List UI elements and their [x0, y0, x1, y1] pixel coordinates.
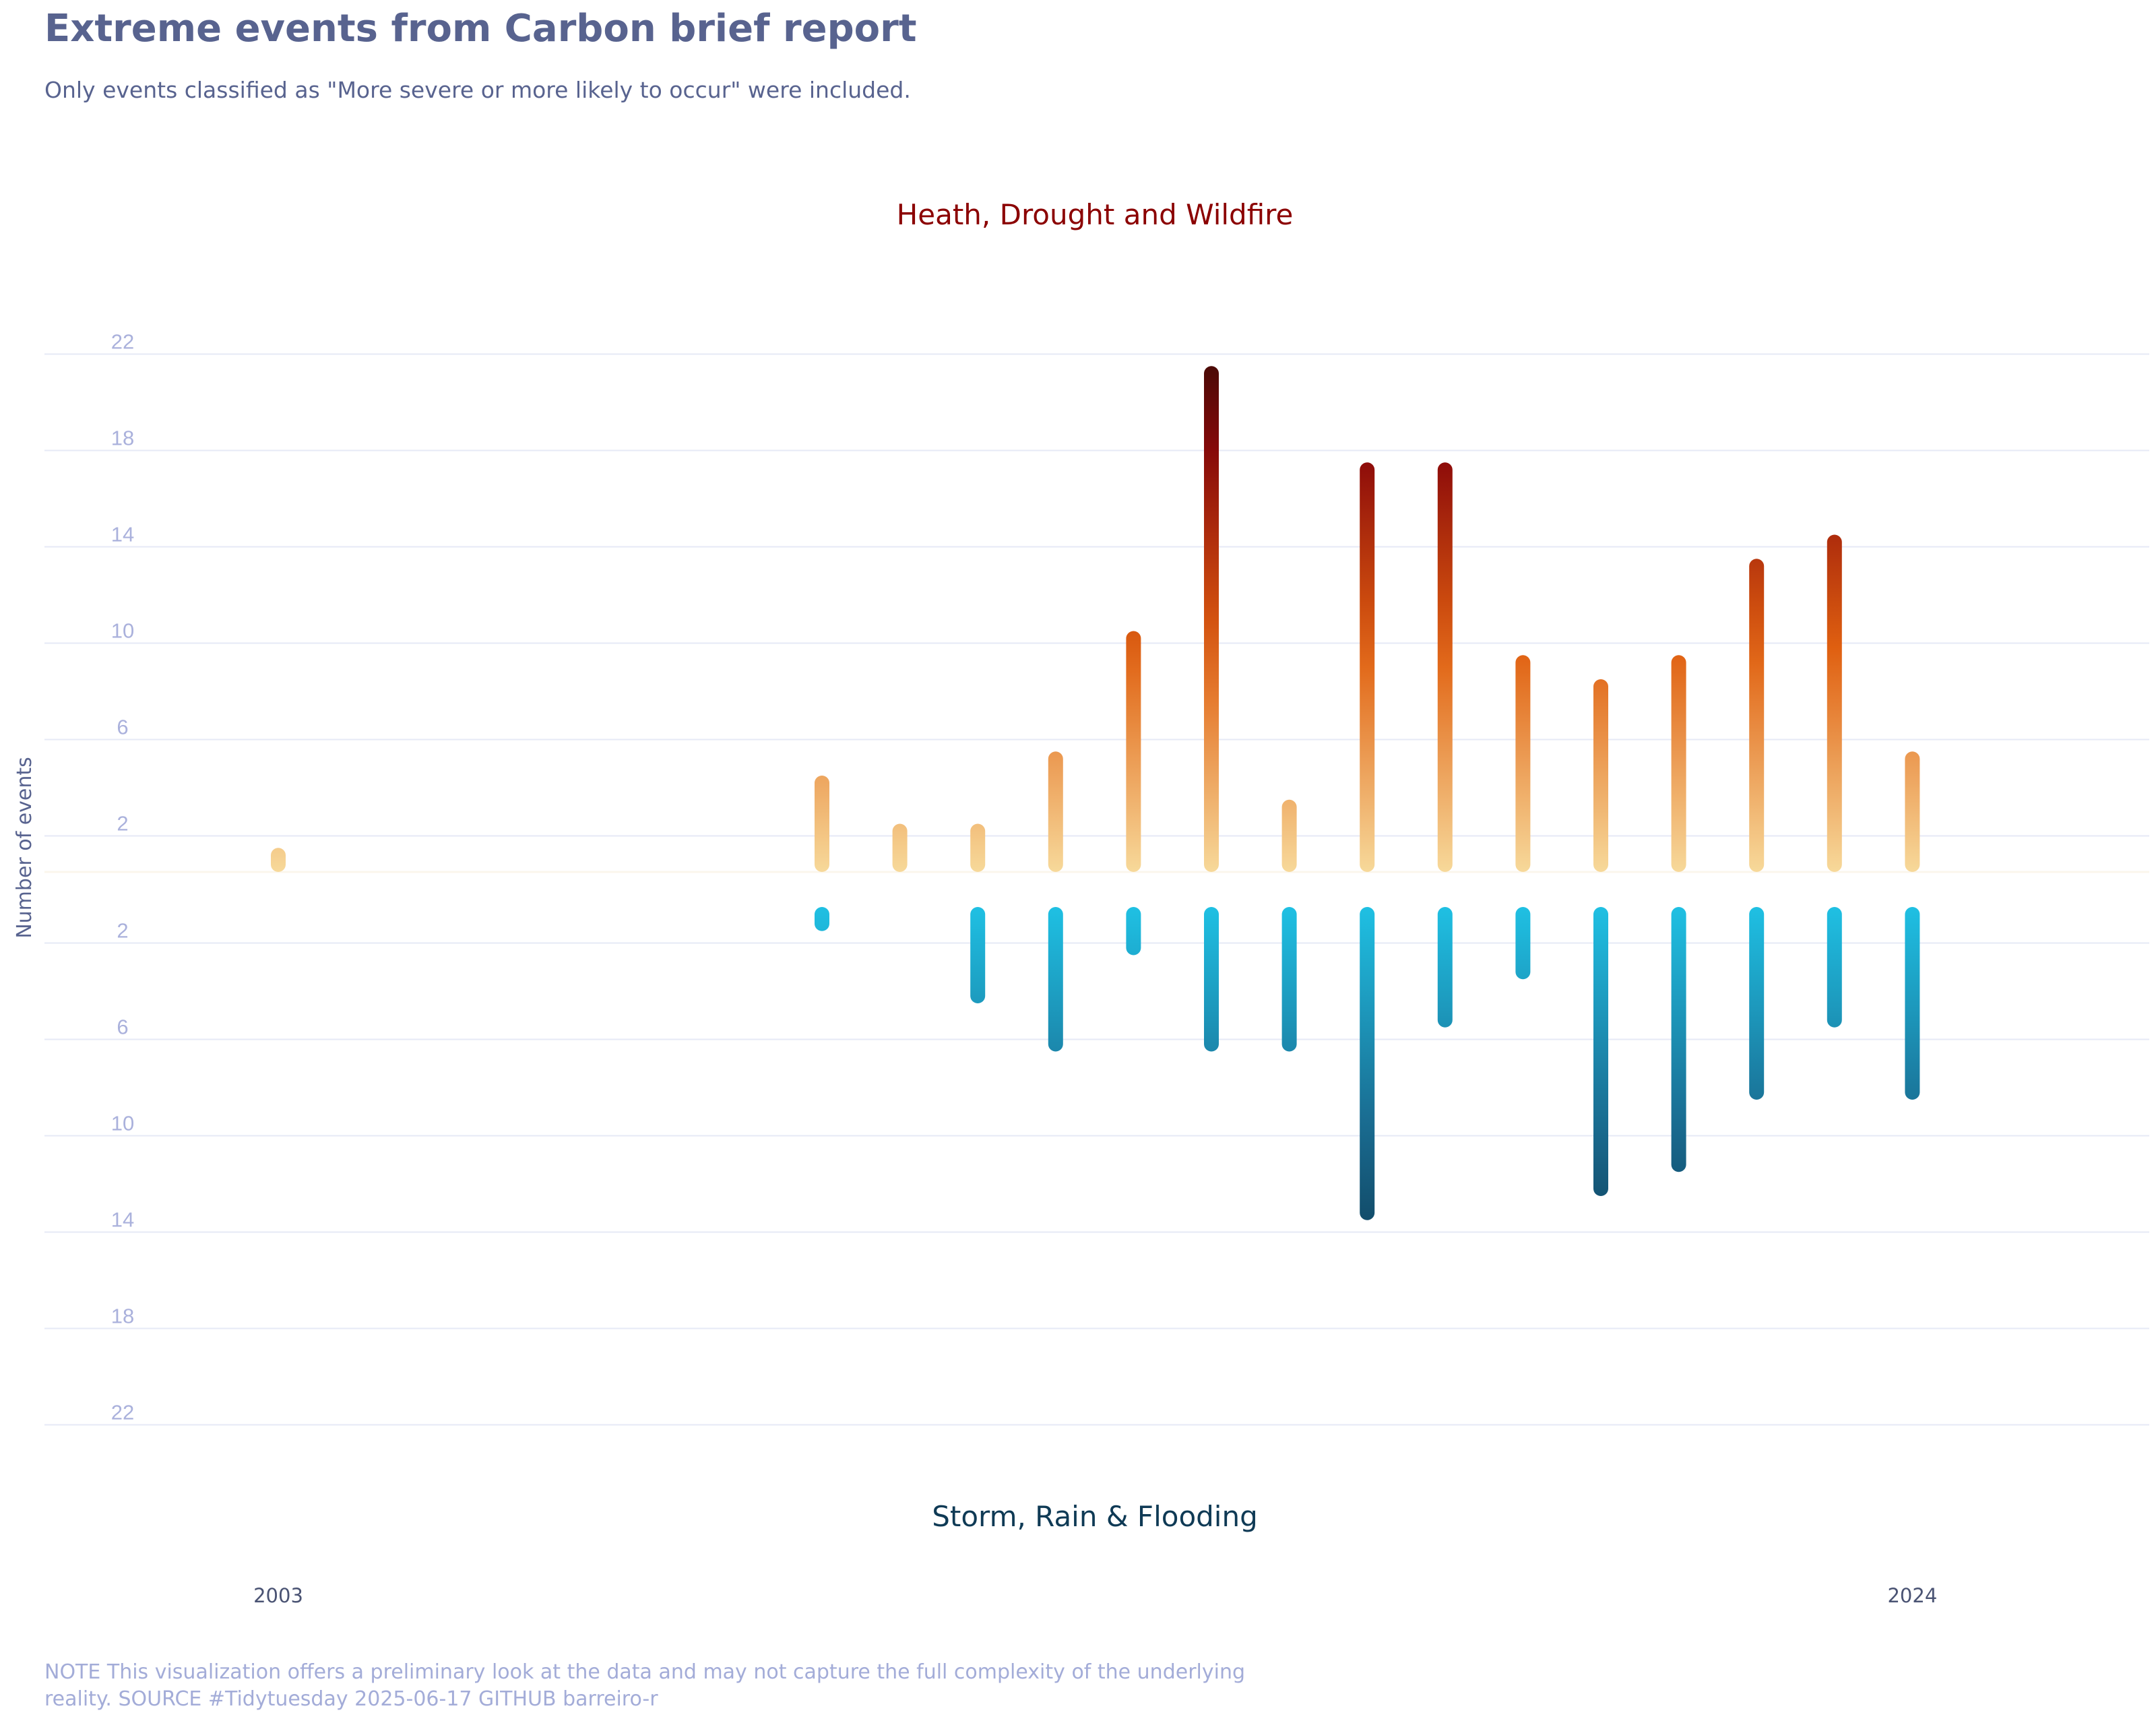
- storm-bar-2010: [815, 907, 829, 931]
- y-tick-bottom-10: 10: [111, 1112, 134, 1135]
- heat-bar-2023: [1827, 534, 1842, 872]
- heat-bar-2018: [1437, 462, 1453, 872]
- storm-bar-2022: [1749, 907, 1765, 1100]
- heat-bar-2013: [1048, 751, 1063, 872]
- y-tick-top-22: 22: [111, 330, 134, 354]
- y-tick-top-18: 18: [111, 427, 134, 450]
- heat-bar-2024: [1905, 751, 1920, 872]
- gridlines: [44, 353, 2149, 1426]
- chart-caption: NOTE This visualization offers a prelimi…: [44, 1660, 1246, 1711]
- storm-bar-2013: [1048, 907, 1063, 1052]
- bars: [271, 366, 1920, 1220]
- heat-facet-label: Heath, Drought and Wildfire: [897, 198, 1294, 231]
- y-tick-bottom-22: 22: [111, 1401, 134, 1424]
- heat-bar-2016: [1281, 799, 1297, 872]
- y-tick-bottom-18: 18: [111, 1305, 134, 1328]
- storm-bar-2014: [1126, 907, 1141, 955]
- x-tick-2003: 2003: [253, 1584, 303, 1607]
- storm-bar-2015: [1204, 907, 1219, 1052]
- storm-bar-2016: [1281, 907, 1297, 1052]
- storm-bar-2018: [1437, 907, 1453, 1028]
- y-tick-bottom-14: 14: [111, 1208, 134, 1232]
- heat-bar-2021: [1671, 655, 1686, 872]
- storm-facet-label: Storm, Rain & Flooding: [932, 1500, 1258, 1533]
- x-ticks: 2003 2024: [253, 1584, 1937, 1607]
- y-tick-bottom-2: 2: [117, 919, 128, 943]
- y-tick-top-14: 14: [111, 523, 134, 546]
- y-tick-top-2: 2: [117, 812, 128, 836]
- heat-bar-2010: [815, 776, 829, 872]
- storm-bar-2021: [1671, 907, 1686, 1172]
- chart-subtitle: Only events classified as "More severe o…: [44, 77, 911, 103]
- x-tick-2024: 2024: [1887, 1584, 1937, 1607]
- heat-bar-2003: [271, 848, 286, 872]
- storm-bar-2023: [1827, 907, 1842, 1028]
- heat-bar-2019: [1515, 655, 1531, 872]
- chart-title: Extreme events from Carbon brief report: [44, 7, 917, 51]
- heat-bar-2012: [970, 823, 986, 872]
- storm-bar-2017: [1360, 907, 1375, 1220]
- heat-bar-2020: [1593, 679, 1608, 872]
- heat-bar-2011: [892, 823, 908, 872]
- storm-bar-2012: [970, 907, 986, 1003]
- storm-bar-2020: [1593, 907, 1608, 1196]
- y-tick-top-10: 10: [111, 619, 134, 643]
- heat-bar-2017: [1360, 462, 1375, 872]
- storm-bar-2019: [1515, 907, 1531, 980]
- y-axis-label: Number of events: [13, 757, 36, 939]
- heat-bar-2015: [1204, 366, 1219, 872]
- heat-bar-2014: [1126, 631, 1141, 872]
- y-tick-top-6: 6: [117, 716, 128, 739]
- heat-bar-2022: [1749, 559, 1765, 872]
- y-tick-bottom-6: 6: [117, 1015, 128, 1039]
- storm-bar-2024: [1905, 907, 1920, 1100]
